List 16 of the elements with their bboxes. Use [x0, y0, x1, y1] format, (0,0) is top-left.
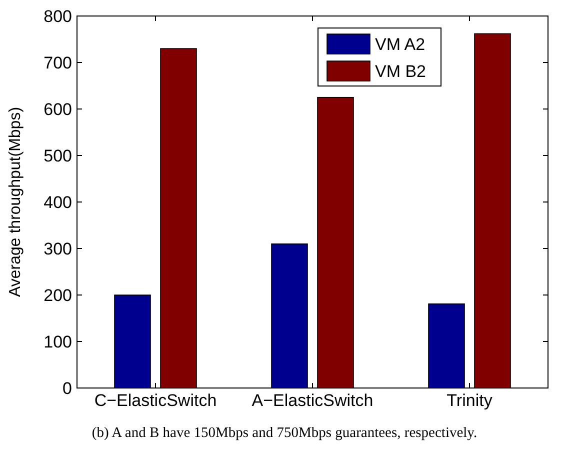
legend-label: VM A2: [375, 34, 426, 54]
y-tick-label: 300: [44, 239, 72, 258]
y-tick-label: 100: [44, 332, 72, 352]
y-tick-label: 0: [62, 378, 72, 398]
y-tick-label: 700: [44, 53, 72, 72]
x-tick-label: Trinity: [446, 391, 493, 410]
legend-label: VM B2: [375, 62, 426, 81]
x-tick-label: C−ElasticSwitch: [94, 391, 217, 410]
text: (b) A and B have 150Mbps and 750Mbps guarantees, respectively.: [92, 425, 478, 442]
y-tick-label: 400: [44, 192, 72, 212]
y-tick-label: 800: [44, 6, 72, 26]
x-tick-label: A−ElasticSwitch: [252, 391, 374, 410]
y-tick-label: 600: [44, 100, 72, 119]
y-tick-label: 500: [44, 146, 72, 166]
y-tick-label: 200: [44, 286, 72, 305]
y-axis-title: Average throughput(Mbps): [7, 106, 24, 298]
